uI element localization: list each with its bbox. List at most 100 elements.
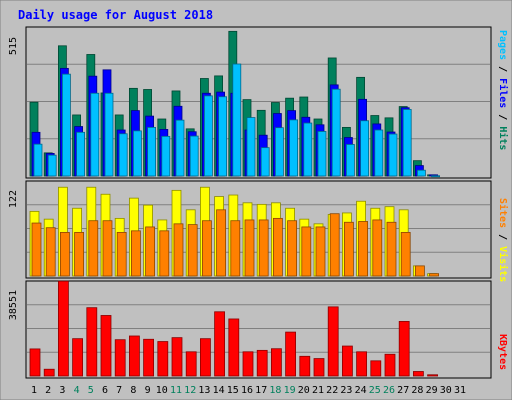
bar-sites-day-21 bbox=[315, 226, 326, 277]
bar-pages-day-12 bbox=[189, 135, 199, 177]
bar-sites-day-10 bbox=[159, 230, 170, 277]
day-label-14: 14 bbox=[213, 385, 225, 396]
bar-kbytes-day-21 bbox=[313, 358, 325, 377]
bar-pages-day-10 bbox=[161, 135, 171, 177]
legend-sep-2: / bbox=[497, 108, 508, 126]
bar-sites-day-7 bbox=[116, 231, 127, 277]
day-label-23: 23 bbox=[340, 385, 352, 396]
legend-sites: Sites bbox=[497, 198, 509, 228]
day-label-2: 2 bbox=[45, 385, 51, 396]
day-label-27: 27 bbox=[397, 385, 409, 396]
bar-sites-day-26 bbox=[386, 221, 397, 277]
bar-kbytes-day-16 bbox=[242, 351, 254, 377]
bar-pages-day-24 bbox=[360, 120, 370, 177]
bar-sites-day-11 bbox=[173, 223, 184, 277]
visits-legend: Sites / Visits bbox=[497, 198, 509, 282]
legend-files: Files bbox=[497, 78, 509, 108]
bar-sites-day-12 bbox=[187, 224, 198, 277]
day-label-4: 4 bbox=[74, 385, 80, 396]
day-labels: 1 2 3 4 5 6 7 8 9 10 11 12 13 14 15 16 17 18 19 20 21 22 23 24 2… bbox=[31, 385, 466, 396]
day-label-12: 12 bbox=[184, 385, 196, 396]
day-label-5: 5 bbox=[88, 385, 94, 396]
bar-kbytes-day-14 bbox=[214, 311, 226, 377]
bar-pages-day-23 bbox=[345, 144, 355, 177]
svg-text:Pages / Files / Hits: Pages / Files / Hits bbox=[497, 30, 509, 150]
bar-kbytes-day-8 bbox=[128, 335, 140, 377]
bar-kbytes-day-12 bbox=[185, 351, 197, 377]
bar-pages-day-17 bbox=[260, 147, 270, 177]
bar-sites-day-28 bbox=[414, 265, 425, 277]
bar-kbytes-day-24 bbox=[356, 351, 368, 377]
bar-sites-day-6 bbox=[102, 220, 113, 277]
bar-sites-day-2 bbox=[45, 227, 56, 277]
day-label-21: 21 bbox=[312, 385, 324, 396]
bar-sites-day-1 bbox=[31, 222, 42, 277]
bar-pages-day-27 bbox=[402, 109, 412, 177]
bar-sites-day-27 bbox=[400, 231, 411, 277]
bar-pages-day-6 bbox=[104, 92, 114, 177]
bar-sites-day-3 bbox=[60, 231, 70, 277]
bar-kbytes-day-11 bbox=[171, 337, 183, 377]
bar-kbytes-day-15 bbox=[228, 318, 240, 377]
bar-pages-day-9 bbox=[147, 126, 157, 177]
day-label-6: 6 bbox=[102, 385, 108, 396]
day-label-15: 15 bbox=[227, 385, 239, 396]
bar-pages-day-2 bbox=[47, 154, 57, 177]
legend-pages: Pages bbox=[497, 30, 508, 60]
day-label-29: 29 bbox=[426, 385, 438, 396]
day-label-16: 16 bbox=[241, 385, 253, 396]
bar-sites-day-17 bbox=[258, 219, 269, 277]
bar-kbytes-day-20 bbox=[299, 355, 311, 377]
bar-pages-day-5 bbox=[90, 92, 100, 177]
bar-pages-day-15 bbox=[232, 63, 242, 177]
legend-visits: Visits bbox=[497, 246, 509, 282]
day-label-30: 30 bbox=[440, 385, 452, 396]
bar-pages-day-13 bbox=[203, 95, 213, 177]
bar-kbytes-day-7 bbox=[114, 339, 126, 377]
kbytes-legend: KBytes bbox=[497, 334, 508, 370]
bar-kbytes-day-3 bbox=[58, 280, 69, 377]
bar-sites-day-9 bbox=[145, 226, 156, 277]
bar-kbytes-day-4 bbox=[72, 338, 83, 377]
svg-text:KBytes: KBytes bbox=[497, 334, 508, 370]
day-label-8: 8 bbox=[130, 385, 136, 396]
bar-sites-day-8 bbox=[130, 230, 141, 277]
day-label-1: 1 bbox=[31, 385, 37, 396]
bar-pages-day-11 bbox=[175, 119, 185, 177]
day-label-3: 3 bbox=[59, 385, 65, 396]
bar-pages-day-28 bbox=[416, 169, 426, 177]
bar-pages-day-25 bbox=[374, 129, 384, 177]
day-label-17: 17 bbox=[255, 385, 267, 396]
bar-kbytes-day-18 bbox=[270, 348, 282, 377]
legend-hits: Hits bbox=[497, 126, 509, 150]
day-label-10: 10 bbox=[156, 385, 168, 396]
day-label-18: 18 bbox=[269, 385, 281, 396]
bar-kbytes-day-28 bbox=[412, 371, 424, 377]
bar-kbytes-day-27 bbox=[398, 321, 410, 377]
bar-pages-day-8 bbox=[132, 130, 142, 177]
bar-pages-day-16 bbox=[246, 117, 256, 177]
bar-pages-day-22 bbox=[331, 88, 341, 177]
bar-sites-day-14 bbox=[216, 209, 227, 277]
bar-pages-day-29 bbox=[431, 175, 441, 178]
bar-kbytes-day-10 bbox=[157, 341, 169, 377]
chart-title: Daily usage for August 2018 bbox=[18, 8, 213, 22]
bar-kbytes-day-9 bbox=[143, 338, 155, 377]
bar-kbytes-day-1 bbox=[29, 348, 41, 377]
visits-max-label: 122 bbox=[8, 190, 19, 208]
bar-kbytes-day-22 bbox=[327, 306, 339, 377]
bar-pages-day-1 bbox=[33, 143, 43, 177]
bar-pages-day-4 bbox=[76, 131, 85, 177]
bar-sites-day-23 bbox=[343, 221, 354, 277]
hits-legend: Pages / Files / Hits bbox=[497, 30, 509, 150]
day-label-20: 20 bbox=[298, 385, 310, 396]
bar-pages-day-14 bbox=[218, 96, 228, 177]
bars bbox=[29, 30, 441, 377]
kbytes-max-label: 38551 bbox=[8, 290, 19, 320]
bar-kbytes-day-29 bbox=[427, 374, 439, 377]
bar-sites-day-25 bbox=[372, 219, 383, 277]
day-label-25: 25 bbox=[369, 385, 381, 396]
bar-sites-day-18 bbox=[272, 217, 283, 277]
